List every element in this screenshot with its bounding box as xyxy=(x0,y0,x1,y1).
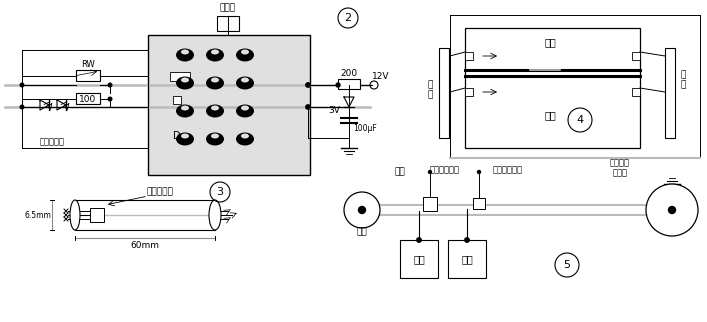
Text: 发
射: 发 射 xyxy=(427,80,433,100)
Text: 100: 100 xyxy=(79,94,97,103)
Bar xyxy=(75,200,215,230)
Text: 红外发射管: 红外发射管 xyxy=(146,187,173,196)
Text: 齿轮: 齿轮 xyxy=(356,228,368,236)
Circle shape xyxy=(306,105,310,109)
Ellipse shape xyxy=(241,134,249,138)
Bar xyxy=(465,52,473,60)
Text: RW: RW xyxy=(81,60,95,69)
Ellipse shape xyxy=(211,50,219,54)
Bar xyxy=(90,208,104,222)
Text: 右门: 右门 xyxy=(461,254,473,264)
Bar xyxy=(448,240,486,278)
Text: 短路线: 短路线 xyxy=(220,4,236,13)
Bar xyxy=(465,28,640,148)
Circle shape xyxy=(21,105,24,109)
Bar xyxy=(76,93,100,104)
Circle shape xyxy=(646,184,698,236)
Text: 4: 4 xyxy=(576,115,583,125)
Text: 左门: 左门 xyxy=(413,254,425,264)
Ellipse shape xyxy=(236,49,254,62)
Ellipse shape xyxy=(176,105,194,118)
Text: 室外: 室外 xyxy=(544,37,556,47)
Bar xyxy=(76,70,100,81)
Bar xyxy=(173,96,181,104)
Ellipse shape xyxy=(209,200,221,230)
Ellipse shape xyxy=(181,78,189,82)
Text: 200: 200 xyxy=(341,69,358,78)
Bar xyxy=(465,88,473,96)
Bar xyxy=(439,48,449,138)
Bar xyxy=(338,79,360,89)
Text: 12V: 12V xyxy=(373,71,390,80)
Ellipse shape xyxy=(206,132,224,146)
Ellipse shape xyxy=(176,77,194,90)
Text: 60mm: 60mm xyxy=(131,242,160,251)
Text: 开门限位开关: 开门限位开关 xyxy=(493,166,523,175)
Ellipse shape xyxy=(211,106,219,110)
Text: 链条: 链条 xyxy=(395,167,405,176)
Text: 红外发射管: 红外发射管 xyxy=(40,137,64,147)
Text: D: D xyxy=(173,131,181,141)
Ellipse shape xyxy=(211,78,219,82)
Bar xyxy=(473,198,485,209)
Ellipse shape xyxy=(236,132,254,146)
Bar xyxy=(632,88,640,96)
Text: 5: 5 xyxy=(563,260,571,270)
Text: 3V: 3V xyxy=(328,106,340,115)
Bar xyxy=(217,16,239,31)
Bar xyxy=(400,240,438,278)
Circle shape xyxy=(336,83,340,87)
Bar xyxy=(632,52,640,60)
Circle shape xyxy=(477,171,481,174)
Circle shape xyxy=(108,97,112,101)
Bar xyxy=(665,48,675,138)
Circle shape xyxy=(428,171,431,174)
Text: 关门限位开关: 关门限位开关 xyxy=(430,166,460,175)
Circle shape xyxy=(358,206,366,213)
Ellipse shape xyxy=(176,49,194,62)
Ellipse shape xyxy=(241,78,249,82)
Circle shape xyxy=(669,206,675,213)
Ellipse shape xyxy=(241,50,249,54)
Text: 2: 2 xyxy=(344,13,351,23)
Circle shape xyxy=(108,83,112,87)
Text: 室内: 室内 xyxy=(544,110,556,120)
Ellipse shape xyxy=(181,50,189,54)
Text: 3: 3 xyxy=(216,187,223,197)
Bar xyxy=(170,72,190,81)
Ellipse shape xyxy=(236,105,254,118)
Ellipse shape xyxy=(70,200,80,230)
Ellipse shape xyxy=(206,77,224,90)
Ellipse shape xyxy=(181,134,189,138)
Ellipse shape xyxy=(236,77,254,90)
Ellipse shape xyxy=(241,106,249,110)
Bar xyxy=(148,35,310,175)
Ellipse shape xyxy=(206,49,224,62)
Ellipse shape xyxy=(176,132,194,146)
Ellipse shape xyxy=(211,134,219,138)
Text: 汽车雨刮
器电机: 汽车雨刮 器电机 xyxy=(610,158,630,178)
Text: 100μF: 100μF xyxy=(353,124,377,132)
Circle shape xyxy=(21,83,24,87)
Circle shape xyxy=(306,83,310,87)
Ellipse shape xyxy=(181,106,189,110)
Circle shape xyxy=(417,238,421,242)
Circle shape xyxy=(464,238,469,242)
Circle shape xyxy=(344,192,380,228)
Ellipse shape xyxy=(206,105,224,118)
Text: 接
收: 接 收 xyxy=(680,70,686,90)
Text: 6.5mm: 6.5mm xyxy=(25,211,52,220)
Bar xyxy=(423,197,437,211)
